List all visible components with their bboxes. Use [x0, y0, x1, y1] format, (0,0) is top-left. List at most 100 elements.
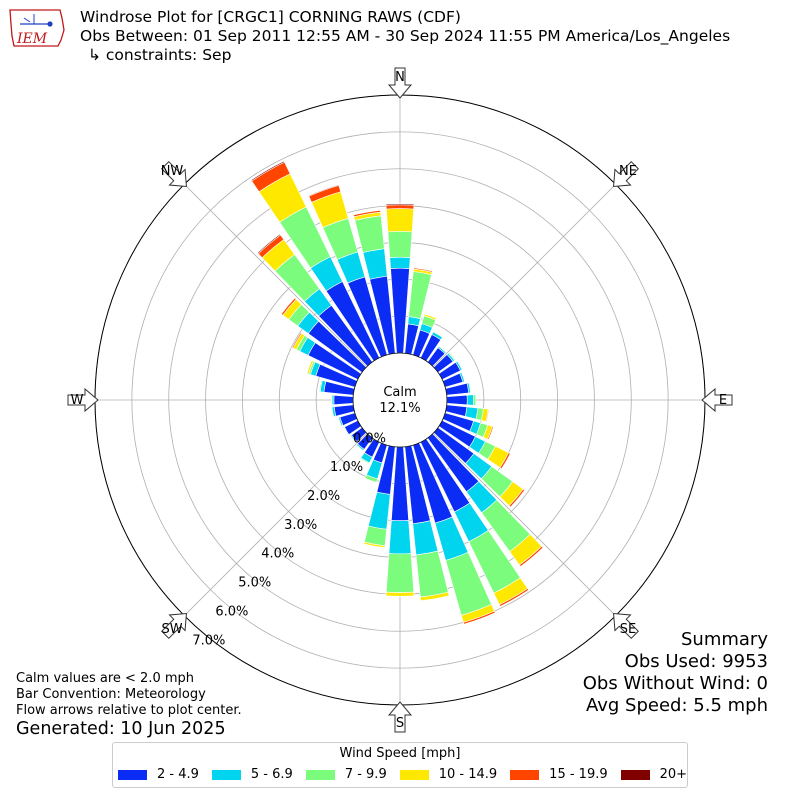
windrose-bar-segment [385, 553, 415, 593]
windrose-bar-segment [318, 379, 322, 392]
plot-constraints: ↳ constraints: Sep [88, 46, 232, 64]
iem-logo: IEM [6, 6, 68, 50]
windrose-bar-segment [499, 452, 511, 470]
flow-arrow-icon [160, 612, 188, 640]
windrose-bar-segment [423, 313, 437, 321]
windrose-bar-segment [367, 491, 391, 530]
legend-title: Wind Speed [mph] [339, 746, 461, 761]
legend-item: 7 - 9.9 [305, 767, 387, 782]
legend-swatch [211, 769, 241, 780]
calm-value: 12.1% [379, 401, 420, 416]
windrose-bar-segment [337, 417, 343, 427]
windrose-bar-segment [466, 394, 474, 406]
windrose-bar-segment [389, 256, 411, 269]
grid-spoke [432, 184, 616, 368]
legend-label: 7 - 9.9 [344, 767, 387, 782]
legend-item: 20+ [620, 767, 688, 782]
compass-labels: N NE E SE S SW W NW [71, 70, 728, 731]
radial-tick-label: 4.0% [261, 547, 294, 562]
legend-label: 20+ [659, 767, 688, 782]
compass-label-e: E [719, 393, 727, 408]
generated-date: Generated: 10 Jun 2025 [16, 719, 226, 739]
radial-tick-label: 2.0% [307, 489, 340, 504]
flow-arrow-icon [387, 67, 413, 99]
legend-label: 15 - 19.9 [549, 767, 608, 782]
flow-arrow-icon [612, 612, 640, 640]
windrose-bar-segment [388, 520, 412, 555]
legend-label: 10 - 14.9 [438, 767, 498, 782]
flow-arrow-icon [67, 387, 99, 413]
windrose-bar-segment [353, 209, 381, 218]
note-flow: Flow arrows relative to plot center. [16, 703, 242, 718]
windrose-bar-segment [364, 477, 377, 484]
compass-label-ne: NE [619, 164, 637, 179]
windrose-bar-segment [343, 426, 349, 436]
legend-swatch [510, 769, 540, 780]
grid-spoke [184, 184, 368, 368]
windrose-bar-segment [385, 591, 415, 597]
compass-label-sw: SW [161, 622, 182, 637]
flow-arrow-icon [387, 701, 413, 733]
plot-subtitle-dates: Obs Between: 01 Sep 2011 12:55 AM - 30 S… [80, 27, 731, 45]
windrose-bar-segment [280, 297, 297, 316]
compass-label-nw: NW [161, 164, 184, 179]
windrose-bar-segment [461, 371, 466, 382]
windrose-bar-segment [330, 394, 333, 406]
logo-text: IEM [16, 31, 48, 47]
legend-label: 2 - 4.9 [157, 767, 199, 782]
windrose-bar-segment [356, 443, 365, 452]
windrose-bar-segment [333, 394, 354, 406]
windrose-bar-segment [308, 184, 340, 197]
windrose-bar-segment [363, 541, 386, 548]
calm-circle [352, 352, 448, 448]
windrose-bar-segment [464, 406, 479, 420]
summary-avg-speed: Avg Speed: 5.5 mph [586, 695, 768, 716]
windrose-bar-segment [408, 271, 432, 320]
windrose-bar-segment [415, 550, 449, 598]
windrose-bar-segment [385, 204, 415, 210]
legend-swatch [620, 769, 650, 780]
windrose-bar-segment [420, 591, 450, 602]
windrose-bar-segment [487, 425, 494, 441]
windrose-bar-segment [412, 520, 439, 556]
radial-tick-label: 1.0% [330, 460, 363, 475]
windrose-bar-segment [349, 435, 357, 444]
note-calm: Calm values are < 2.0 mph [16, 671, 195, 686]
grid-spoke [432, 432, 616, 616]
summary-obs-without-wind: Obs Without Wind: 0 [582, 673, 768, 694]
windrose-bar-segment [473, 394, 477, 406]
compass-label-w: W [71, 393, 84, 408]
windrose-bar-segment [385, 203, 415, 206]
summary-obs-used: Obs Used: 9953 [624, 651, 768, 672]
windrose-bar-segment [413, 267, 433, 273]
windrose-bar-segment [468, 382, 472, 394]
windrose-bar-segment [330, 406, 335, 418]
legend: Wind Speed [mph] 2 - 4.9 5 - 6.9 7 - 9.9… [112, 742, 688, 788]
legend-item: 5 - 6.9 [211, 767, 293, 782]
windrose-bar-segment [306, 360, 314, 375]
windrose-bar-segment [462, 610, 496, 625]
windrose-bar-segment [508, 488, 526, 508]
legend-swatch [305, 769, 335, 780]
compass-label-n: N [395, 70, 405, 85]
windrose-bar-segment [354, 215, 385, 253]
legend-item: 15 - 19.9 [510, 767, 608, 782]
summary-heading: Summary [681, 629, 768, 650]
windrose-bar-segment [518, 545, 544, 567]
legend-swatch [399, 769, 429, 780]
windrose-bar-segment [362, 248, 388, 280]
windrose-bar-segment [359, 457, 370, 465]
note-bar-convention: Bar Convention: Meteorology [16, 687, 206, 702]
flow-arrows [67, 67, 733, 733]
iem-logo-graphic: IEM [9, 9, 65, 47]
radial-tick-label: 5.0% [238, 576, 271, 591]
radial-tick-labels: 0.0% 1.0% 2.0% 3.0% 4.0% 5.0% 6.0% 7.0% [192, 431, 386, 648]
windrose-bar-segment [257, 233, 282, 255]
radial-tick-label: 7.0% [192, 633, 225, 648]
legend-label: 5 - 6.9 [250, 767, 293, 782]
windrose-bar-segment [433, 330, 444, 338]
windrose-bar-segment [446, 394, 468, 406]
legend-swatch [118, 769, 147, 780]
windrose-bar-segment [456, 360, 464, 371]
